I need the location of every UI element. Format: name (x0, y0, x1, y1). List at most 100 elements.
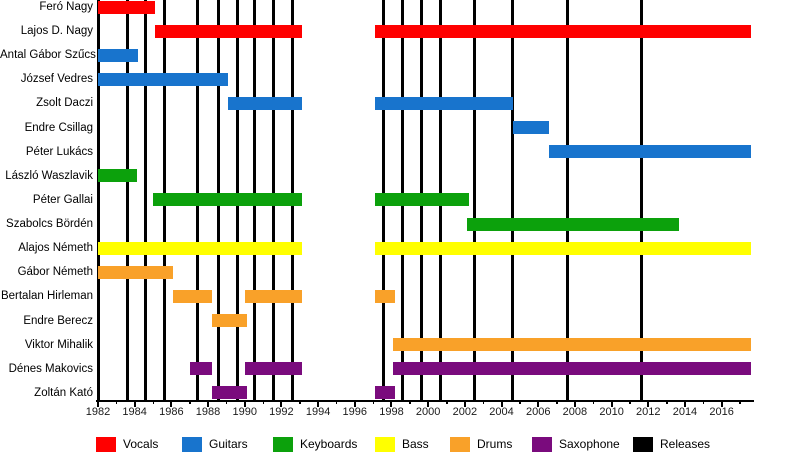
tenure-bar (512, 121, 550, 135)
minor-tick (739, 400, 741, 404)
major-tick (463, 400, 466, 407)
minor-tick (556, 400, 558, 404)
x-axis-tick-label: 2010 (599, 406, 624, 418)
tenure-bar (244, 289, 302, 303)
member-label: József Vedres (20, 73, 93, 86)
x-axis-tick-label: 2016 (709, 406, 734, 418)
major-tick (683, 400, 686, 407)
release-line (473, 0, 477, 400)
tenure-bar (211, 386, 247, 400)
x-axis-tick-label: 2012 (636, 406, 661, 418)
member-label: Zsolt Daczi (36, 97, 93, 110)
legend-swatch-vocals (96, 437, 116, 452)
legend-swatch-guitars (182, 437, 202, 452)
x-axis-tick-label: 1988 (195, 406, 221, 418)
minor-tick (446, 400, 448, 404)
tenure-bar (173, 289, 212, 303)
member-label: Dénes Makovics (8, 362, 93, 375)
tenure-bar (374, 193, 469, 207)
legend-label: Saxophone (559, 437, 620, 451)
x-axis-line (96, 400, 754, 402)
member-label: Szabolcs Bördén (6, 218, 93, 231)
tenure-bar (98, 265, 174, 279)
legend-label: Bass (402, 437, 429, 451)
minor-tick (409, 400, 411, 404)
tenure-bar (549, 145, 751, 159)
x-axis-tick-label: 2014 (672, 406, 698, 418)
tenure-bar (154, 24, 302, 38)
major-tick (243, 400, 246, 407)
member-label: Feró Nagy (39, 1, 93, 13)
legend-swatch-saxophone (532, 437, 552, 452)
minor-tick (152, 400, 155, 404)
release-line (640, 0, 644, 400)
release-line (125, 0, 129, 400)
x-axis-tick-label: 1994 (305, 406, 331, 418)
major-tick (133, 400, 136, 407)
major-tick (500, 400, 503, 407)
tenure-bar (153, 193, 302, 207)
legend-swatch-bass (375, 437, 395, 452)
major-tick (647, 400, 650, 407)
member-label: Viktor Mihalik (24, 338, 93, 351)
major-tick (280, 400, 283, 407)
member-label: Péter Gallai (32, 193, 93, 206)
x-axis-tick-label: 2004 (489, 406, 514, 418)
x-axis-tick-label: 2002 (452, 406, 478, 418)
member-label: Endre Berecz (23, 314, 93, 327)
release-line (566, 0, 570, 400)
tenure-bar (211, 314, 247, 328)
member-label: Gábor Németh (17, 266, 93, 279)
legend-label: Keyboards (300, 437, 358, 451)
tenure-bar (374, 96, 513, 110)
minor-tick (482, 400, 485, 404)
minor-tick (592, 400, 595, 404)
tenure-bar (374, 24, 751, 38)
major-tick (610, 400, 613, 407)
tenure-bar (374, 241, 751, 255)
minor-tick (666, 400, 668, 404)
member-label: Lajos D. Nagy (20, 25, 93, 38)
tenure-bar (228, 96, 302, 110)
release-line (144, 0, 148, 400)
minor-tick (702, 400, 705, 404)
member-label: László Waszlavik (5, 169, 93, 182)
y-axis-line (97, 0, 100, 400)
x-axis-tick-label: 1998 (379, 406, 404, 418)
x-axis-tick-label: 1992 (269, 406, 294, 418)
legend-swatch-drums (450, 437, 470, 452)
member-label: Bertalan Hirleman (0, 290, 93, 303)
member-label: Péter Lukács (25, 145, 93, 158)
legend-swatch-releases (633, 437, 653, 452)
x-axis-tick-label: 1990 (232, 406, 257, 418)
tenure-bar (393, 362, 751, 376)
tenure-bar (98, 0, 155, 14)
minor-tick (115, 400, 118, 404)
major-tick (537, 400, 540, 407)
minor-tick (335, 400, 338, 404)
tenure-bar (98, 241, 302, 255)
minor-tick (519, 400, 521, 404)
x-axis-tick-label: 1986 (159, 406, 184, 418)
legend-swatch-keyboards (273, 437, 293, 452)
major-tick (720, 400, 723, 407)
x-axis-tick-label: 2008 (562, 406, 588, 418)
release-line (511, 0, 515, 400)
minor-tick (189, 400, 191, 404)
minor-tick (225, 400, 228, 404)
minor-tick (372, 400, 375, 404)
major-tick (390, 400, 393, 407)
major-tick (427, 400, 430, 407)
legend-label: Drums (477, 437, 513, 451)
tenure-bar (189, 362, 212, 376)
legend-label: Releases (660, 437, 711, 451)
x-axis-tick-label: 1996 (342, 406, 368, 418)
x-axis-tick-label: 2006 (525, 406, 551, 418)
x-axis-tick-label: 2000 (415, 406, 441, 418)
tenure-bar (393, 338, 751, 352)
minor-tick (299, 400, 301, 404)
major-tick (170, 400, 173, 407)
member-label: Zoltán Kató (34, 386, 93, 399)
major-tick (207, 400, 210, 407)
tenure-bar (98, 169, 137, 183)
